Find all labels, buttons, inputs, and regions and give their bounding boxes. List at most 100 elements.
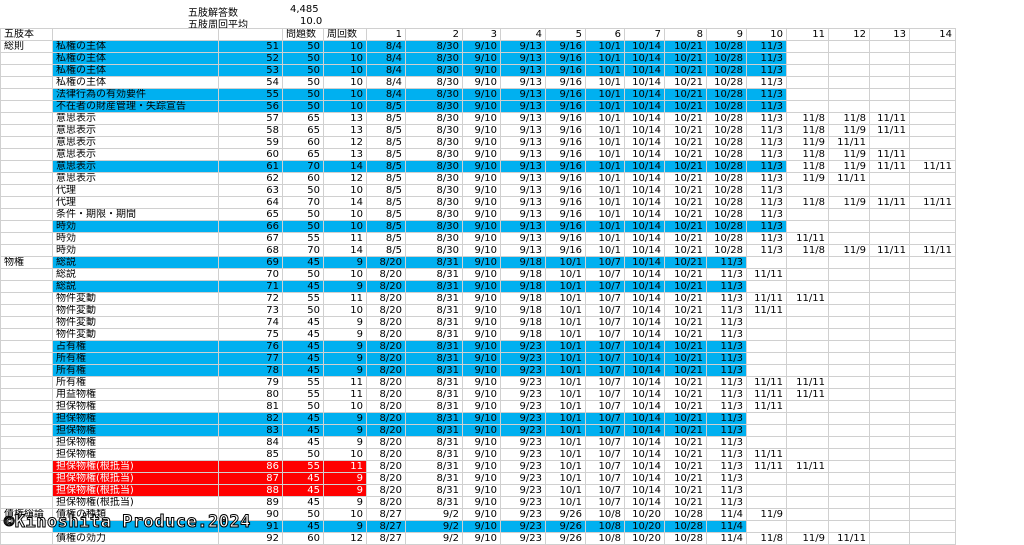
header-round: 3 bbox=[462, 28, 501, 41]
date: 8/31 bbox=[405, 460, 463, 473]
date: 9/10 bbox=[462, 304, 501, 317]
date: 9/23 bbox=[500, 412, 546, 425]
group bbox=[0, 352, 53, 365]
date: 10/14 bbox=[624, 40, 665, 53]
date: 8/27 bbox=[366, 508, 406, 521]
date: 10/14 bbox=[624, 424, 665, 437]
date: 10/21 bbox=[664, 292, 707, 305]
data-row: 占有権 76 45 9 8/20 8/31 9/10 9/23 10/1 10/7 10/14 10/… bbox=[0, 340, 956, 353]
question-count: 50 bbox=[282, 64, 324, 77]
date: 9/10 bbox=[462, 532, 501, 545]
header-rounds: 周回数 bbox=[323, 28, 367, 41]
date: 9/13 bbox=[500, 52, 546, 65]
date: 9/16 bbox=[545, 208, 586, 221]
question-count: 50 bbox=[282, 220, 324, 233]
date: 8/31 bbox=[405, 496, 463, 509]
date: 10/1 bbox=[545, 256, 586, 269]
date: 8/30 bbox=[405, 244, 463, 257]
date bbox=[786, 40, 829, 53]
date: 10/28 bbox=[706, 220, 747, 233]
date: 10/1 bbox=[545, 388, 586, 401]
date bbox=[909, 52, 956, 65]
date: 9/10 bbox=[462, 100, 501, 113]
date bbox=[909, 40, 956, 53]
date: 8/5 bbox=[366, 244, 406, 257]
round-count: 9 bbox=[323, 364, 367, 377]
date: 9/10 bbox=[462, 472, 501, 485]
date bbox=[909, 340, 956, 353]
round-count: 11 bbox=[323, 376, 367, 389]
question-count: 45 bbox=[282, 472, 324, 485]
data-row: 総説 70 50 10 8/20 8/31 9/10 9/18 10/1 10/7 10/14 10/… bbox=[0, 268, 956, 281]
problem-no: 58 bbox=[218, 124, 283, 137]
date: 10/14 bbox=[624, 76, 665, 89]
topic: 総説 bbox=[52, 256, 219, 269]
date: 8/30 bbox=[405, 100, 463, 113]
date bbox=[786, 304, 829, 317]
date bbox=[869, 328, 910, 341]
date bbox=[909, 220, 956, 233]
date: 9/16 bbox=[545, 148, 586, 161]
date: 9/23 bbox=[500, 448, 546, 461]
date: 11/11 bbox=[909, 196, 956, 209]
date: 11/11 bbox=[746, 400, 787, 413]
group bbox=[0, 364, 53, 377]
date: 9/23 bbox=[500, 340, 546, 353]
date bbox=[786, 484, 829, 497]
group bbox=[0, 100, 53, 113]
header-round: 7 bbox=[624, 28, 665, 41]
round-count: 9 bbox=[323, 340, 367, 353]
topic: 担保物権 bbox=[52, 448, 219, 461]
date: 10/14 bbox=[624, 232, 665, 245]
problem-no: 61 bbox=[218, 160, 283, 173]
date: 8/20 bbox=[366, 472, 406, 485]
header-round: 11 bbox=[786, 28, 829, 41]
date bbox=[828, 184, 870, 197]
group bbox=[0, 280, 53, 293]
problem-no: 69 bbox=[218, 256, 283, 269]
date: 8/20 bbox=[366, 340, 406, 353]
date: 11/11 bbox=[746, 388, 787, 401]
date: 10/14 bbox=[624, 460, 665, 473]
date: 10/28 bbox=[706, 112, 747, 125]
date bbox=[909, 364, 956, 377]
date bbox=[909, 520, 956, 533]
data-row: 意思表示 59 60 12 8/5 8/30 9/10 9/13 9/16 10/1 10/14 10… bbox=[0, 136, 956, 149]
date: 10/1 bbox=[585, 160, 625, 173]
date: 10/14 bbox=[624, 268, 665, 281]
date bbox=[909, 532, 956, 545]
date bbox=[909, 148, 956, 161]
date: 9/10 bbox=[462, 52, 501, 65]
date: 8/30 bbox=[405, 196, 463, 209]
date: 9/16 bbox=[545, 100, 586, 113]
topic: 意思表示 bbox=[52, 136, 219, 149]
date: 10/1 bbox=[545, 472, 586, 485]
date: 9/23 bbox=[500, 496, 546, 509]
date: 8/31 bbox=[405, 376, 463, 389]
date: 11/8 bbox=[828, 112, 870, 125]
date: 8/30 bbox=[405, 160, 463, 173]
date: 11/9 bbox=[828, 148, 870, 161]
topic: 時効 bbox=[52, 220, 219, 233]
topic: 所有権 bbox=[52, 352, 219, 365]
question-count: 45 bbox=[282, 436, 324, 449]
date: 10/1 bbox=[585, 172, 625, 185]
topic: 所有権 bbox=[52, 364, 219, 377]
date: 10/21 bbox=[664, 232, 707, 245]
date: 10/8 bbox=[585, 520, 625, 533]
topic: 意思表示 bbox=[52, 112, 219, 125]
date: 10/21 bbox=[664, 460, 707, 473]
date bbox=[869, 100, 910, 113]
date bbox=[828, 496, 870, 509]
date: 11/3 bbox=[746, 100, 787, 113]
data-row: 意思表示 57 65 13 8/5 8/30 9/10 9/13 9/16 10/1 10/14 10… bbox=[0, 112, 956, 125]
date: 8/20 bbox=[366, 388, 406, 401]
date bbox=[909, 112, 956, 125]
round-count: 10 bbox=[323, 40, 367, 53]
date: 10/28 bbox=[706, 160, 747, 173]
date bbox=[869, 304, 910, 317]
date: 11/8 bbox=[786, 244, 829, 257]
question-count: 65 bbox=[282, 148, 324, 161]
group bbox=[0, 496, 53, 509]
problem-no: 57 bbox=[218, 112, 283, 125]
